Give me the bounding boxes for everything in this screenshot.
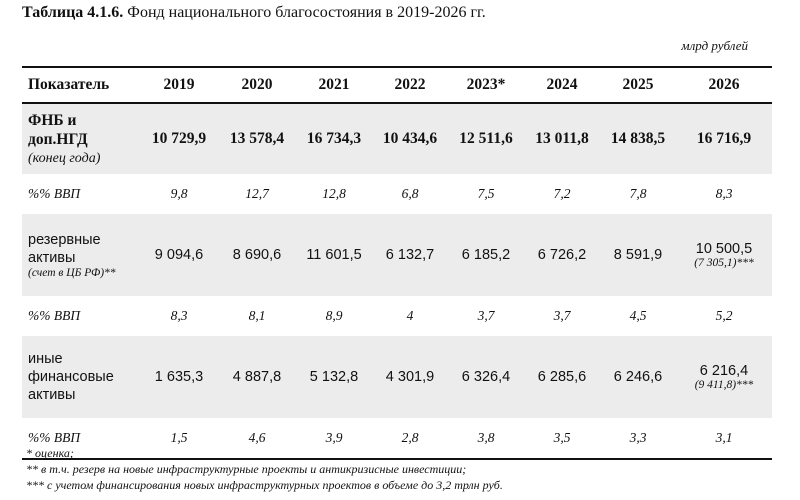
footnote: ** в т.ч. резерв на новые инфраструктурн…: [26, 462, 467, 476]
row-other-pct: %% ВВП 1,5 4,6 3,9 2,8 3,8 3,5 3,3 3,1: [22, 418, 772, 460]
table-cell: 6,8: [401, 186, 419, 201]
table-cell: 12 511,6: [448, 103, 524, 174]
row-label-line: активы: [28, 387, 76, 403]
table-cell: 3,3: [600, 418, 676, 460]
header-year: 2023*: [448, 66, 524, 104]
row-label-line: активы: [28, 249, 76, 266]
nwf-table: Показатель 2019 2020 2021 2022 2023* 202…: [22, 66, 772, 460]
row-label: иные финансовые активы: [22, 336, 140, 418]
table-cell: 4: [406, 308, 414, 323]
table-cell: 11 601,5: [296, 214, 372, 296]
row-label-sub: (конец года): [28, 150, 101, 166]
cell-value: 10 500,5: [695, 240, 753, 257]
table-title: Фонд национального благосостояния в 2019…: [127, 4, 486, 21]
table-cell: 4 301,9: [372, 336, 448, 418]
table-cell: 4,5: [629, 308, 647, 323]
table-cell: 5,2: [715, 308, 733, 323]
table-cell: 8 591,9: [600, 214, 676, 296]
table-cell: 13 011,8: [524, 103, 600, 174]
table-cell: 6 185,2: [448, 214, 524, 296]
table-cell: 4 887,8: [218, 336, 296, 418]
table-cell: 9 094,6: [140, 214, 218, 296]
table-cell: 12,7: [245, 186, 269, 201]
header-year: 2021: [296, 66, 372, 104]
table-cell: 5 132,8: [296, 336, 372, 418]
table-cell: 3,7: [477, 308, 495, 323]
header-label: Показатель: [22, 66, 140, 104]
header-year: 2024: [524, 66, 600, 104]
table-caption: Таблица 4.1.6. Фонд национального благос…: [22, 4, 486, 22]
table-cell: 8 690,6: [218, 214, 296, 296]
footnote: *** с учетом финансирования новых инфрас…: [26, 478, 503, 492]
table-cell: 9,8: [170, 186, 188, 201]
table-cell: 7,5: [477, 186, 495, 201]
table-cell: 6 216,4 (9 411,8)***: [676, 336, 772, 418]
row-label-line: резервные: [28, 231, 101, 248]
table-cell: 3,9: [296, 418, 372, 460]
table-cell: 7,8: [629, 186, 647, 201]
cell-note: (9 411,8)***: [694, 378, 754, 391]
table-cell: 3,1: [676, 418, 772, 460]
table-cell: 6 285,6: [524, 336, 600, 418]
header-year: 2025: [600, 66, 676, 104]
table-cell: 16 734,3: [296, 103, 372, 174]
table-cell: 10 729,9: [140, 103, 218, 174]
table-cell: 13 578,4: [218, 103, 296, 174]
row-label-line: финансовые: [28, 369, 114, 385]
header-year: 2022: [372, 66, 448, 104]
row-fnb: ФНБ и доп.НГД (конец года) 10 729,9 13 5…: [22, 103, 772, 174]
row-label: %% ВВП: [28, 186, 81, 201]
table-cell: 8,9: [325, 308, 343, 323]
row-label-line: доп.НГД: [28, 130, 88, 148]
table-cell: 3,7: [553, 308, 571, 323]
cell-note: (7 305,1)***: [694, 256, 754, 269]
table-cell: 12,8: [322, 186, 346, 201]
units-label: млрд рублей: [681, 38, 748, 53]
header-year: 2026: [676, 66, 772, 104]
table-cell: 1,5: [140, 418, 218, 460]
row-label: %% ВВП: [28, 308, 81, 323]
table-cell: 2,8: [372, 418, 448, 460]
row-label: %% ВВП: [22, 418, 140, 460]
table-cell: 7,2: [553, 186, 571, 201]
row-fnb-pct: %% ВВП 9,8 12,7 12,8 6,8 7,5 7,2 7,8 8,3: [22, 174, 772, 214]
table-cell: 4,6: [218, 418, 296, 460]
row-label: резервные активы (счет в ЦБ РФ)**: [22, 214, 140, 296]
table-cell: 10 434,6: [372, 103, 448, 174]
footnotes: * оценка; ** в т.ч. резерв на новые инфр…: [26, 445, 503, 493]
table-cell: 14 838,5: [600, 103, 676, 174]
table-cell: 16 716,9: [676, 103, 772, 174]
cell-value: 6 216,4: [699, 362, 749, 379]
table-cell: 8,1: [248, 308, 266, 323]
table-cell: 10 500,5 (7 305,1)***: [676, 214, 772, 296]
table-cell: 8,3: [715, 186, 733, 201]
row-reserve: резервные активы (счет в ЦБ РФ)** 9 094,…: [22, 214, 772, 296]
table-number: Таблица 4.1.6.: [22, 4, 124, 21]
table-cell: 6 246,6: [600, 336, 676, 418]
table-cell: 3,5: [524, 418, 600, 460]
table-cell: 6 326,4: [448, 336, 524, 418]
table-cell: 1 635,3: [140, 336, 218, 418]
footnote: * оценка;: [26, 446, 74, 460]
table-cell: 8,3: [170, 308, 188, 323]
table-cell: 6 132,7: [372, 214, 448, 296]
row-label-sub: (счет в ЦБ РФ)**: [28, 266, 116, 279]
table-cell: 3,8: [448, 418, 524, 460]
header-row: Показатель 2019 2020 2021 2022 2023* 202…: [22, 66, 772, 104]
header-year: 2019: [140, 66, 218, 104]
row-label-line: иные: [28, 351, 63, 367]
row-label-line: ФНБ и: [28, 111, 77, 129]
table-cell: 6 726,2: [524, 214, 600, 296]
header-year: 2020: [218, 66, 296, 104]
row-other-assets: иные финансовые активы 1 635,3 4 887,8 5…: [22, 336, 772, 418]
row-reserve-pct: %% ВВП 8,3 8,1 8,9 4 3,7 3,7 4,5 5,2: [22, 296, 772, 336]
row-label: ФНБ и доп.НГД (конец года): [22, 103, 140, 174]
